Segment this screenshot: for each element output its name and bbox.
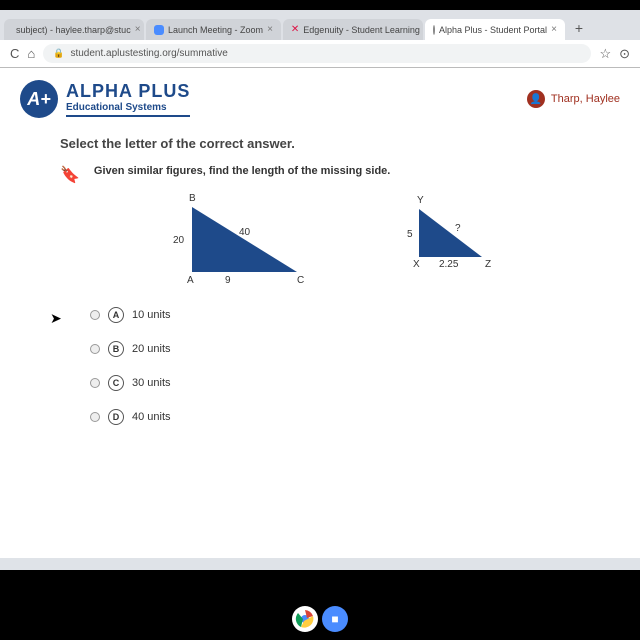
triangle-svg bbox=[177, 197, 307, 287]
lock-icon: 🔒 bbox=[53, 48, 64, 59]
screen: subject) - haylee.tharp@stuc × Launch Me… bbox=[0, 10, 640, 570]
tab-icon bbox=[154, 25, 164, 35]
answer-option[interactable]: C 30 units bbox=[90, 375, 580, 391]
tab-0[interactable]: subject) - haylee.tharp@stuc × bbox=[4, 19, 144, 40]
brand-name: ALPHA PLUS bbox=[66, 81, 190, 102]
tab-title: Edgenuity - Student Learning Ex bbox=[303, 25, 423, 35]
answer-list: A 10 units B 20 units C 30 units bbox=[60, 307, 580, 425]
radio-icon[interactable] bbox=[90, 310, 100, 320]
user-avatar-icon: 👤 bbox=[527, 90, 545, 108]
vertex-label: Y bbox=[417, 195, 424, 206]
answer-text: 10 units bbox=[132, 309, 171, 321]
user-name: Tharp, Haylee bbox=[551, 93, 620, 105]
instruction-text: Select the letter of the correct answer. bbox=[60, 136, 580, 151]
settings-icon[interactable]: ⊙ bbox=[619, 46, 630, 62]
question-content: Select the letter of the correct answer.… bbox=[20, 126, 620, 453]
tab-3[interactable]: Alpha Plus - Student Portal × bbox=[425, 19, 565, 40]
triangle-1: B A C 20 9 40 bbox=[177, 197, 307, 287]
browser-chrome: subject) - haylee.tharp@stuc × Launch Me… bbox=[0, 10, 640, 68]
answer-text: 30 units bbox=[132, 377, 171, 389]
close-icon[interactable]: × bbox=[135, 24, 141, 35]
radio-icon[interactable] bbox=[90, 344, 100, 354]
brand-tagline: Educational Systems bbox=[66, 102, 190, 117]
tab-title: subject) - haylee.tharp@stuc bbox=[16, 25, 131, 35]
vertex-label: X bbox=[413, 259, 420, 270]
radio-icon[interactable] bbox=[90, 412, 100, 422]
laptop-frame: subject) - haylee.tharp@stuc × Launch Me… bbox=[0, 0, 640, 600]
tab-title: Launch Meeting - Zoom bbox=[168, 25, 263, 35]
side-label: 5 bbox=[407, 229, 413, 240]
home-icon[interactable]: ⌂ bbox=[27, 46, 35, 61]
reload-icon[interactable]: C bbox=[10, 46, 19, 61]
chrome-dock-icon[interactable] bbox=[292, 606, 318, 632]
side-label: 40 bbox=[239, 227, 250, 238]
vertex-label: A bbox=[187, 275, 194, 286]
answer-letter: A bbox=[108, 307, 124, 323]
user-menu[interactable]: 👤 Tharp, Haylee bbox=[527, 90, 620, 108]
bookmark-star-icon[interactable]: ☆ bbox=[599, 46, 611, 62]
tab-icon: ✕ bbox=[291, 24, 299, 35]
close-icon[interactable]: × bbox=[267, 24, 273, 35]
question-body: Given similar figures, find the length o… bbox=[94, 165, 580, 307]
logo-badge: A+ bbox=[20, 80, 58, 118]
tab-2[interactable]: ✕ Edgenuity - Student Learning Ex × bbox=[283, 19, 423, 40]
tab-title: Alpha Plus - Student Portal bbox=[439, 25, 547, 35]
vertex-label: B bbox=[189, 193, 196, 204]
figures: B A C 20 9 40 Y bbox=[94, 187, 580, 307]
bookmark-icon[interactable]: 🔖 bbox=[60, 165, 80, 185]
question-text: Given similar figures, find the length o… bbox=[94, 165, 580, 177]
logo[interactable]: A+ ALPHA PLUS Educational Systems bbox=[20, 80, 190, 118]
answer-letter: B bbox=[108, 341, 124, 357]
question-row: 🔖 Given similar figures, find the length… bbox=[60, 165, 580, 307]
mouse-cursor-icon: ➤ bbox=[50, 310, 62, 327]
page-header: A+ ALPHA PLUS Educational Systems 👤 Thar… bbox=[20, 80, 620, 126]
side-label: 2.25 bbox=[439, 259, 458, 270]
answer-option[interactable]: B 20 units bbox=[90, 341, 580, 357]
answer-letter: D bbox=[108, 409, 124, 425]
vertex-label: C bbox=[297, 275, 304, 286]
vertex-label: Z bbox=[485, 259, 491, 270]
url-text: student.aplustesting.org/summative bbox=[70, 48, 227, 59]
side-label: 20 bbox=[173, 235, 184, 246]
answer-option[interactable]: A 10 units bbox=[90, 307, 580, 323]
logo-text: ALPHA PLUS Educational Systems bbox=[66, 81, 190, 117]
url-bar: C ⌂ 🔒 student.aplustesting.org/summative… bbox=[0, 40, 640, 67]
tab-1[interactable]: Launch Meeting - Zoom × bbox=[146, 19, 281, 40]
answer-letter: C bbox=[108, 375, 124, 391]
side-label: 9 bbox=[225, 275, 231, 286]
url-input[interactable]: 🔒 student.aplustesting.org/summative bbox=[43, 44, 591, 63]
new-tab-button[interactable]: + bbox=[567, 16, 591, 40]
triangle-2: Y X Z 5 2.25 ? bbox=[407, 197, 497, 272]
close-icon[interactable]: × bbox=[551, 24, 557, 35]
zoom-dock-icon[interactable]: ■ bbox=[322, 606, 348, 632]
tab-strip: subject) - haylee.tharp@stuc × Launch Me… bbox=[0, 10, 640, 40]
os-dock: ■ bbox=[292, 606, 348, 632]
page-content: A+ ALPHA PLUS Educational Systems 👤 Thar… bbox=[0, 68, 640, 558]
radio-icon[interactable] bbox=[90, 378, 100, 388]
answer-text: 20 units bbox=[132, 343, 171, 355]
side-label: ? bbox=[455, 223, 461, 234]
tab-icon bbox=[433, 25, 435, 35]
answer-text: 40 units bbox=[132, 411, 171, 423]
answer-option[interactable]: D 40 units bbox=[90, 409, 580, 425]
